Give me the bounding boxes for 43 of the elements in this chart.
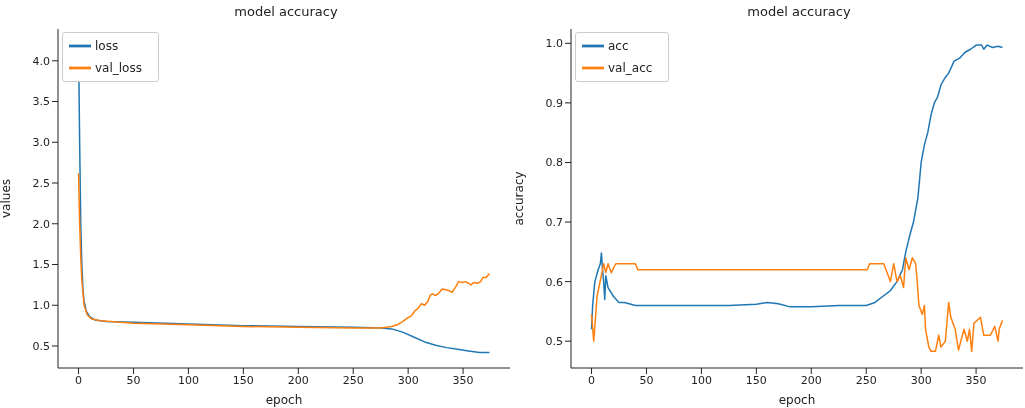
y-tick-label: 2.0 — [32, 217, 50, 231]
x-tick-label: 150 — [745, 373, 767, 387]
x-tick-label: 200 — [287, 373, 309, 387]
x-axis-title: epoch — [265, 393, 303, 407]
line-series — [590, 257, 1004, 353]
y-tick-label: 1.0 — [32, 299, 50, 313]
y-tick-label: 1.5 — [32, 258, 50, 272]
x-tick-label: 300 — [910, 373, 932, 387]
x-tick-label: 300 — [397, 373, 419, 387]
y-tick-label: 0.7 — [545, 215, 563, 229]
legend-label: acc — [608, 38, 629, 53]
x-tick-label: 150 — [232, 373, 254, 387]
y-axis-title: accuracy — [512, 171, 527, 226]
y-tick-label: 3.0 — [32, 136, 50, 150]
x-tick-label: 100 — [690, 373, 712, 387]
y-tick-label: 1.0 — [545, 37, 563, 51]
x-tick-label: 250 — [342, 373, 364, 387]
legend-label: val_loss — [95, 60, 142, 75]
y-tick-label: 2.5 — [32, 176, 50, 190]
x-tick-label: 50 — [126, 373, 141, 387]
y-axis-title: values — [0, 178, 14, 219]
chart-title: model accuracy — [746, 4, 852, 19]
x-tick-label: 250 — [855, 373, 877, 387]
x-tick-label: 50 — [639, 373, 654, 387]
x-tick-label: 200 — [800, 373, 822, 387]
x-tick-label: 350 — [452, 373, 474, 387]
y-tick-label: 0.5 — [32, 339, 50, 353]
y-tick-label: 3.5 — [32, 95, 50, 109]
legend-label: val_acc — [608, 60, 653, 75]
y-tick-label: 4.0 — [32, 54, 50, 68]
x-axis-title: epoch — [778, 393, 816, 407]
legend-label: loss — [95, 38, 119, 53]
line-series — [590, 44, 1004, 331]
y-tick-label: 0.5 — [545, 335, 563, 349]
x-tick-label: 350 — [965, 373, 987, 387]
x-tick-label: 0 — [75, 373, 83, 387]
y-tick-label: 0.9 — [545, 96, 563, 110]
y-tick-label: 0.6 — [545, 275, 563, 289]
line-series — [77, 172, 491, 329]
x-tick-label: 0 — [588, 373, 596, 387]
x-tick-label: 100 — [177, 373, 199, 387]
chart-title: model accuracy — [233, 4, 339, 19]
y-tick-label: 0.8 — [545, 156, 563, 170]
